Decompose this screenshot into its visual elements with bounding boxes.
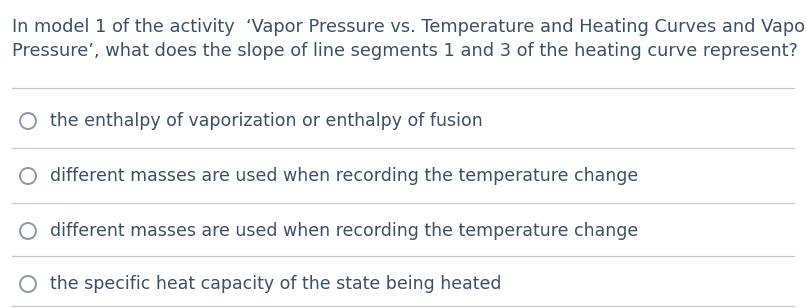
Text: different masses are used when recording the temperature change: different masses are used when recording… bbox=[50, 222, 638, 240]
Text: Pressure’, what does the slope of line segments 1 and 3 of the heating curve rep: Pressure’, what does the slope of line s… bbox=[12, 42, 798, 60]
Text: the specific heat capacity of the state being heated: the specific heat capacity of the state … bbox=[50, 275, 501, 293]
Text: the enthalpy of vaporization or enthalpy of fusion: the enthalpy of vaporization or enthalpy… bbox=[50, 112, 483, 130]
Text: different masses are used when recording the temperature change: different masses are used when recording… bbox=[50, 167, 638, 185]
Text: In model 1 of the activity  ‘Vapor Pressure vs. Temperature and Heating Curves a: In model 1 of the activity ‘Vapor Pressu… bbox=[12, 18, 806, 36]
